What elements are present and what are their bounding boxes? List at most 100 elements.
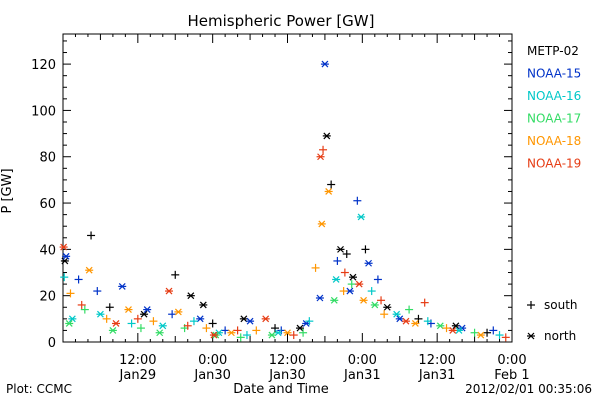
x-tick-label: 0:00 [348,353,377,368]
data-point-north [261,315,270,323]
data-point-north [448,326,457,334]
data-point-north [62,252,71,260]
data-point-north [65,320,74,327]
data-point-north [315,294,324,302]
marker-legend-label-north: north [544,329,576,343]
data-point-south [483,328,492,337]
data-point-south [311,263,320,272]
data-point-north [96,310,105,318]
data-point-south [423,317,432,326]
data-point-south [171,270,180,279]
y-tick-label: 40 [39,243,56,258]
x-date-label: Jan30 [193,368,231,383]
data-point-north [227,329,236,337]
data-point-south [77,300,86,309]
x-tick-label: 0:00 [497,353,526,368]
x-tick-label: 0:00 [198,353,227,368]
legend-entry-noaa-17: NOAA-17 [527,112,581,126]
y-tick-label: 60 [39,197,56,212]
data-point-south [470,328,479,337]
data-point-north [411,320,420,327]
data-point-north [199,301,208,309]
data-point-north [401,317,410,325]
data-point-north [476,331,485,339]
data-point-north [357,213,366,221]
series-noaa-19 [59,145,510,342]
data-point-north [451,322,460,330]
plot-frame [62,33,513,343]
x-tick-label: 12:00 [119,353,156,368]
data-point-north [283,329,292,337]
data-point-south [183,321,192,330]
data-point-north [395,315,404,323]
y-axis-label: P [GW] [0,168,15,213]
marker-legend: south north [527,298,578,343]
data-point-south [102,314,111,323]
data-point-north [332,276,341,283]
plot-credit: Plot: CCMC [6,382,72,396]
y-tick-label: 80 [39,151,56,166]
data-point-south [319,145,328,154]
data-point-north [370,301,379,309]
data-point-north [209,331,218,339]
x-date-label: Jan31 [418,368,456,383]
data-point-south [327,180,336,189]
legend-entry-metp-02: METP-02 [527,44,579,58]
data-point-south [87,231,96,240]
data-point-north [174,308,183,316]
data-point-south [353,196,362,205]
data-point-south [501,333,510,342]
data-point-south [339,287,348,296]
data-point-south [60,273,69,282]
data-point-south [377,296,386,305]
data-point-south [414,314,423,323]
data-point-north [355,280,364,288]
y-tick-label: 100 [31,104,56,119]
data-point-south [489,326,498,335]
marker-legend-symbol-south [527,301,535,309]
data-point-north [436,322,445,330]
data-point-north [196,315,205,323]
series-noaa-17 [65,280,479,342]
data-point-south [361,245,370,254]
chart-title: Hemispheric Power [GW] [188,12,375,30]
data-point-north [140,310,149,318]
data-point-south [168,310,177,319]
data-point-south [252,326,261,335]
data-point-south [342,250,351,258]
data-point-north [324,188,333,195]
legend-entry-noaa-19: NOAA-19 [527,157,581,171]
data-point-south [133,314,142,323]
data-point-north [348,273,357,281]
data-point-south [405,305,414,314]
marker-legend-symbol-north [527,332,535,340]
data-point-north [108,326,117,334]
x-tick-label: 12:00 [269,353,306,368]
data-point-south [420,298,429,307]
data-point-south [367,287,376,296]
data-point-south [236,333,245,342]
plot-area: 02040608010012012:00Jan290:00Jan3012:00J… [31,33,530,383]
data-point-south [347,280,356,289]
data-point-south [202,324,211,333]
series-legend: METP-02 NOAA-15 NOAA-16 NOAA-17 NOAA-18 NOAA-… [527,44,581,171]
data-point-north [186,292,195,300]
x-axis-label: Date and Time [233,382,329,397]
data-point-south [373,275,382,284]
data-point-north [274,329,283,337]
data-point-north [364,259,373,267]
y-tick-label: 120 [31,58,56,73]
data-point-south [93,287,102,296]
series-metp-02 [60,132,492,337]
data-point-north [124,306,133,314]
data-point-south [333,256,342,265]
x-date-label: Feb 1 [494,368,529,383]
data-point-south [189,317,198,326]
data-point-south [495,331,504,340]
data-point-north [158,322,167,330]
data-point-south [340,268,349,277]
data-point-south [80,305,89,314]
y-tick-label: 0 [48,336,56,351]
data-point-north [317,220,326,228]
